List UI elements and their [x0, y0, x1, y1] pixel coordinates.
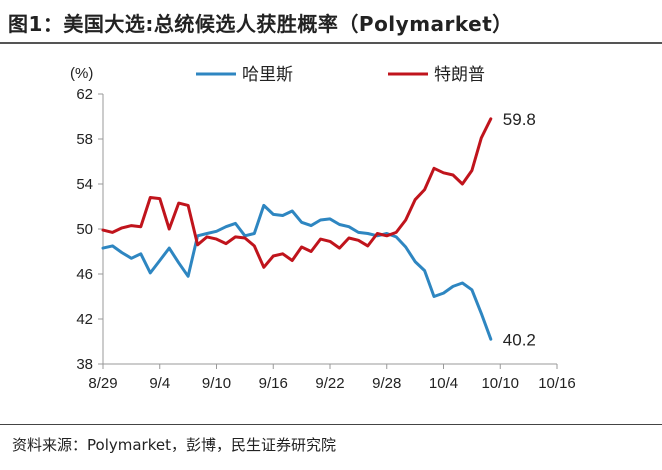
end-value-label-harris: 40.2 [503, 330, 536, 349]
series-line-trump [101, 117, 493, 269]
end-labels: 40.2 59.8 [503, 110, 536, 350]
y-tick-label: 46 [76, 266, 93, 283]
legend-label-trump: 特朗普 [434, 65, 485, 85]
x-axis-ticks: 8/29 9/4 9/10 9/16 9/22 9/28 10/4 10/10 10/16 [88, 364, 576, 392]
x-tick-label: 9/28 [372, 375, 401, 392]
series-layer [101, 117, 493, 341]
chart-title: 图1：美国大选:总统候选人获胜概率（Polymarket） [8, 12, 513, 36]
y-axis-ticks: 38 42 46 50 54 58 62 [76, 86, 103, 373]
x-tick-label: 10/16 [538, 375, 576, 392]
y-tick-label: 58 [76, 131, 93, 148]
title-bar: 图1：美国大选:总统候选人获胜概率（Polymarket） [0, 0, 662, 42]
x-tick-label: 10/4 [429, 375, 458, 392]
x-tick-label: 10/10 [481, 375, 519, 392]
source-note: 资料来源：Polymarket，彭博，民生证券研究院 [12, 436, 336, 454]
legend: 哈里斯 特朗普 [196, 65, 485, 85]
x-tick-label: 8/29 [88, 375, 117, 392]
series-line-harris [101, 203, 493, 341]
axes [102, 94, 557, 365]
y-tick-label: 50 [76, 221, 93, 238]
title-divider [0, 42, 662, 44]
x-tick-label: 9/16 [259, 375, 288, 392]
x-tick-label: 9/10 [202, 375, 231, 392]
y-tick-label: 42 [76, 311, 93, 328]
y-tick-label: 38 [76, 356, 93, 373]
y-axis-unit: (%) [70, 65, 93, 82]
source-divider [0, 424, 662, 425]
y-tick-label: 62 [76, 86, 93, 103]
line-chart: 哈里斯 特朗普 (%) 38 42 46 50 54 58 62 8/29 9/4 9/10 9/… [70, 65, 576, 392]
y-tick-label: 54 [76, 176, 93, 193]
end-value-label-trump: 59.8 [503, 110, 536, 129]
x-tick-label: 9/4 [149, 375, 170, 392]
x-tick-label: 9/22 [315, 375, 344, 392]
legend-label-harris: 哈里斯 [242, 65, 293, 85]
